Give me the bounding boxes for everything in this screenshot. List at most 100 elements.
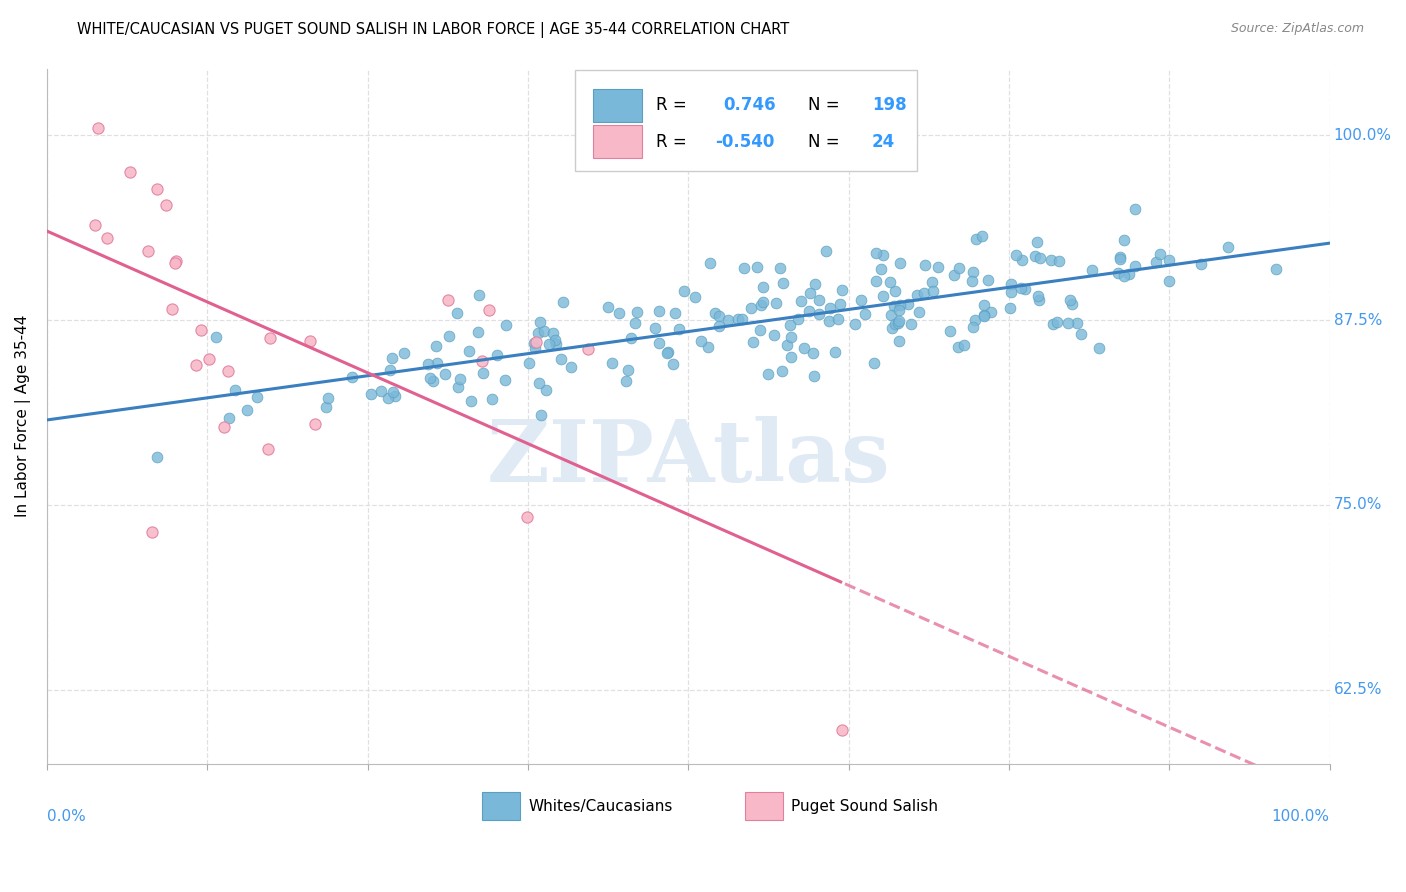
Point	[884, 285, 907, 299]
Point	[449, 371, 471, 385]
Point	[1107, 266, 1129, 280]
Point	[530, 408, 553, 422]
Point	[468, 288, 491, 302]
Point	[657, 344, 679, 359]
Point	[259, 331, 281, 345]
Point	[897, 296, 920, 310]
Point	[1123, 202, 1146, 216]
Point	[626, 304, 648, 318]
Text: 62.5%: 62.5%	[1333, 682, 1382, 698]
Point	[607, 306, 630, 320]
Point	[246, 390, 269, 404]
Point	[900, 317, 922, 331]
Point	[942, 268, 965, 283]
Point	[384, 389, 406, 403]
Point	[416, 358, 439, 372]
Point	[1157, 252, 1180, 267]
Point	[1070, 326, 1092, 341]
Point	[779, 329, 801, 343]
Point	[378, 363, 401, 377]
Point	[624, 316, 647, 330]
Point	[970, 229, 993, 244]
Point	[1123, 259, 1146, 273]
Text: 100.0%: 100.0%	[1272, 809, 1330, 824]
Point	[973, 308, 995, 322]
Text: WHITE/CAUCASIAN VS PUGET SOUND SALISH IN LABOR FORCE | AGE 35-44 CORRELATION CHA: WHITE/CAUCASIAN VS PUGET SOUND SALISH IN…	[77, 22, 790, 38]
Point	[803, 368, 825, 383]
Point	[524, 341, 547, 355]
Point	[905, 288, 928, 302]
Point	[862, 356, 884, 370]
Point	[1112, 268, 1135, 283]
Y-axis label: In Labor Force | Age 35-44: In Labor Force | Age 35-44	[15, 315, 31, 517]
Point	[1066, 316, 1088, 330]
Point	[973, 309, 995, 323]
Point	[1004, 248, 1026, 262]
Point	[1149, 246, 1171, 260]
Point	[1000, 285, 1022, 299]
Point	[155, 198, 177, 212]
Point	[527, 326, 550, 340]
Point	[486, 348, 509, 362]
Point	[197, 351, 219, 366]
Point	[752, 280, 775, 294]
Point	[141, 524, 163, 539]
Point	[236, 403, 259, 417]
Point	[887, 314, 910, 328]
Point	[538, 337, 561, 351]
Point	[922, 284, 945, 298]
Point	[887, 316, 910, 330]
Point	[880, 321, 903, 335]
Text: 0.0%: 0.0%	[46, 809, 86, 824]
Point	[849, 293, 872, 307]
Point	[644, 321, 666, 335]
Point	[690, 334, 713, 348]
Point	[614, 375, 637, 389]
Point	[527, 376, 550, 390]
Point	[946, 340, 969, 354]
Point	[494, 373, 516, 387]
Point	[218, 411, 240, 425]
Point	[799, 285, 821, 300]
Point	[481, 392, 503, 406]
Point	[707, 318, 730, 333]
Point	[769, 260, 792, 275]
Point	[1108, 252, 1130, 267]
Point	[517, 356, 540, 370]
Point	[1057, 316, 1080, 330]
Point	[879, 275, 901, 289]
Point	[84, 218, 107, 232]
Point	[779, 318, 801, 332]
Point	[765, 296, 787, 310]
Text: 0.746: 0.746	[723, 96, 776, 114]
Point	[184, 358, 207, 372]
Point	[437, 293, 460, 307]
Point	[1060, 296, 1083, 310]
Point	[524, 334, 547, 349]
Point	[620, 331, 643, 345]
Point	[664, 306, 686, 320]
Point	[697, 340, 720, 354]
Point	[523, 336, 546, 351]
Point	[779, 350, 801, 364]
Point	[1014, 282, 1036, 296]
Point	[1011, 252, 1033, 267]
Point	[872, 248, 894, 262]
Point	[921, 275, 943, 289]
Point	[212, 419, 235, 434]
Point	[1108, 250, 1130, 264]
Point	[962, 275, 984, 289]
Point	[426, 356, 449, 370]
FancyBboxPatch shape	[482, 792, 520, 820]
Point	[1028, 293, 1050, 307]
Point	[1042, 318, 1064, 332]
Point	[1025, 235, 1047, 250]
Point	[136, 244, 159, 258]
Point	[419, 371, 441, 385]
Point	[844, 318, 866, 332]
Point	[1029, 251, 1052, 265]
Text: Source: ZipAtlas.com: Source: ZipAtlas.com	[1230, 22, 1364, 36]
Point	[807, 293, 830, 307]
Point	[534, 383, 557, 397]
Point	[87, 120, 110, 135]
